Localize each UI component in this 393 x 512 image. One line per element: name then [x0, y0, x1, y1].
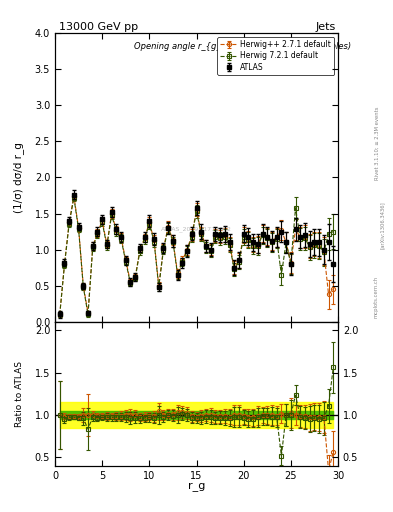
Text: mcplots.cern.ch: mcplots.cern.ch: [374, 276, 378, 318]
Legend: Herwig++ 2.7.1 default, Herwig 7.2.1 default, ATLAS: Herwig++ 2.7.1 default, Herwig 7.2.1 def…: [217, 37, 334, 75]
Text: ATLAS_2019_I1772062: ATLAS_2019_I1772062: [161, 227, 232, 232]
Text: Rivet 3.1.10; ≥ 2.3M events: Rivet 3.1.10; ≥ 2.3M events: [375, 106, 380, 180]
Y-axis label: Ratio to ATLAS: Ratio to ATLAS: [15, 361, 24, 427]
Y-axis label: (1/σ) dσ/d r_g: (1/σ) dσ/d r_g: [13, 142, 24, 213]
Text: 13000 GeV pp: 13000 GeV pp: [59, 22, 138, 32]
Text: [arXiv:1306.3436]: [arXiv:1306.3436]: [380, 201, 384, 249]
X-axis label: r_g: r_g: [188, 482, 205, 492]
Text: Jets: Jets: [316, 22, 336, 32]
Text: Opening angle r_{g} (ATLAS soft-drop observables): Opening angle r_{g} (ATLAS soft-drop obs…: [134, 42, 351, 51]
